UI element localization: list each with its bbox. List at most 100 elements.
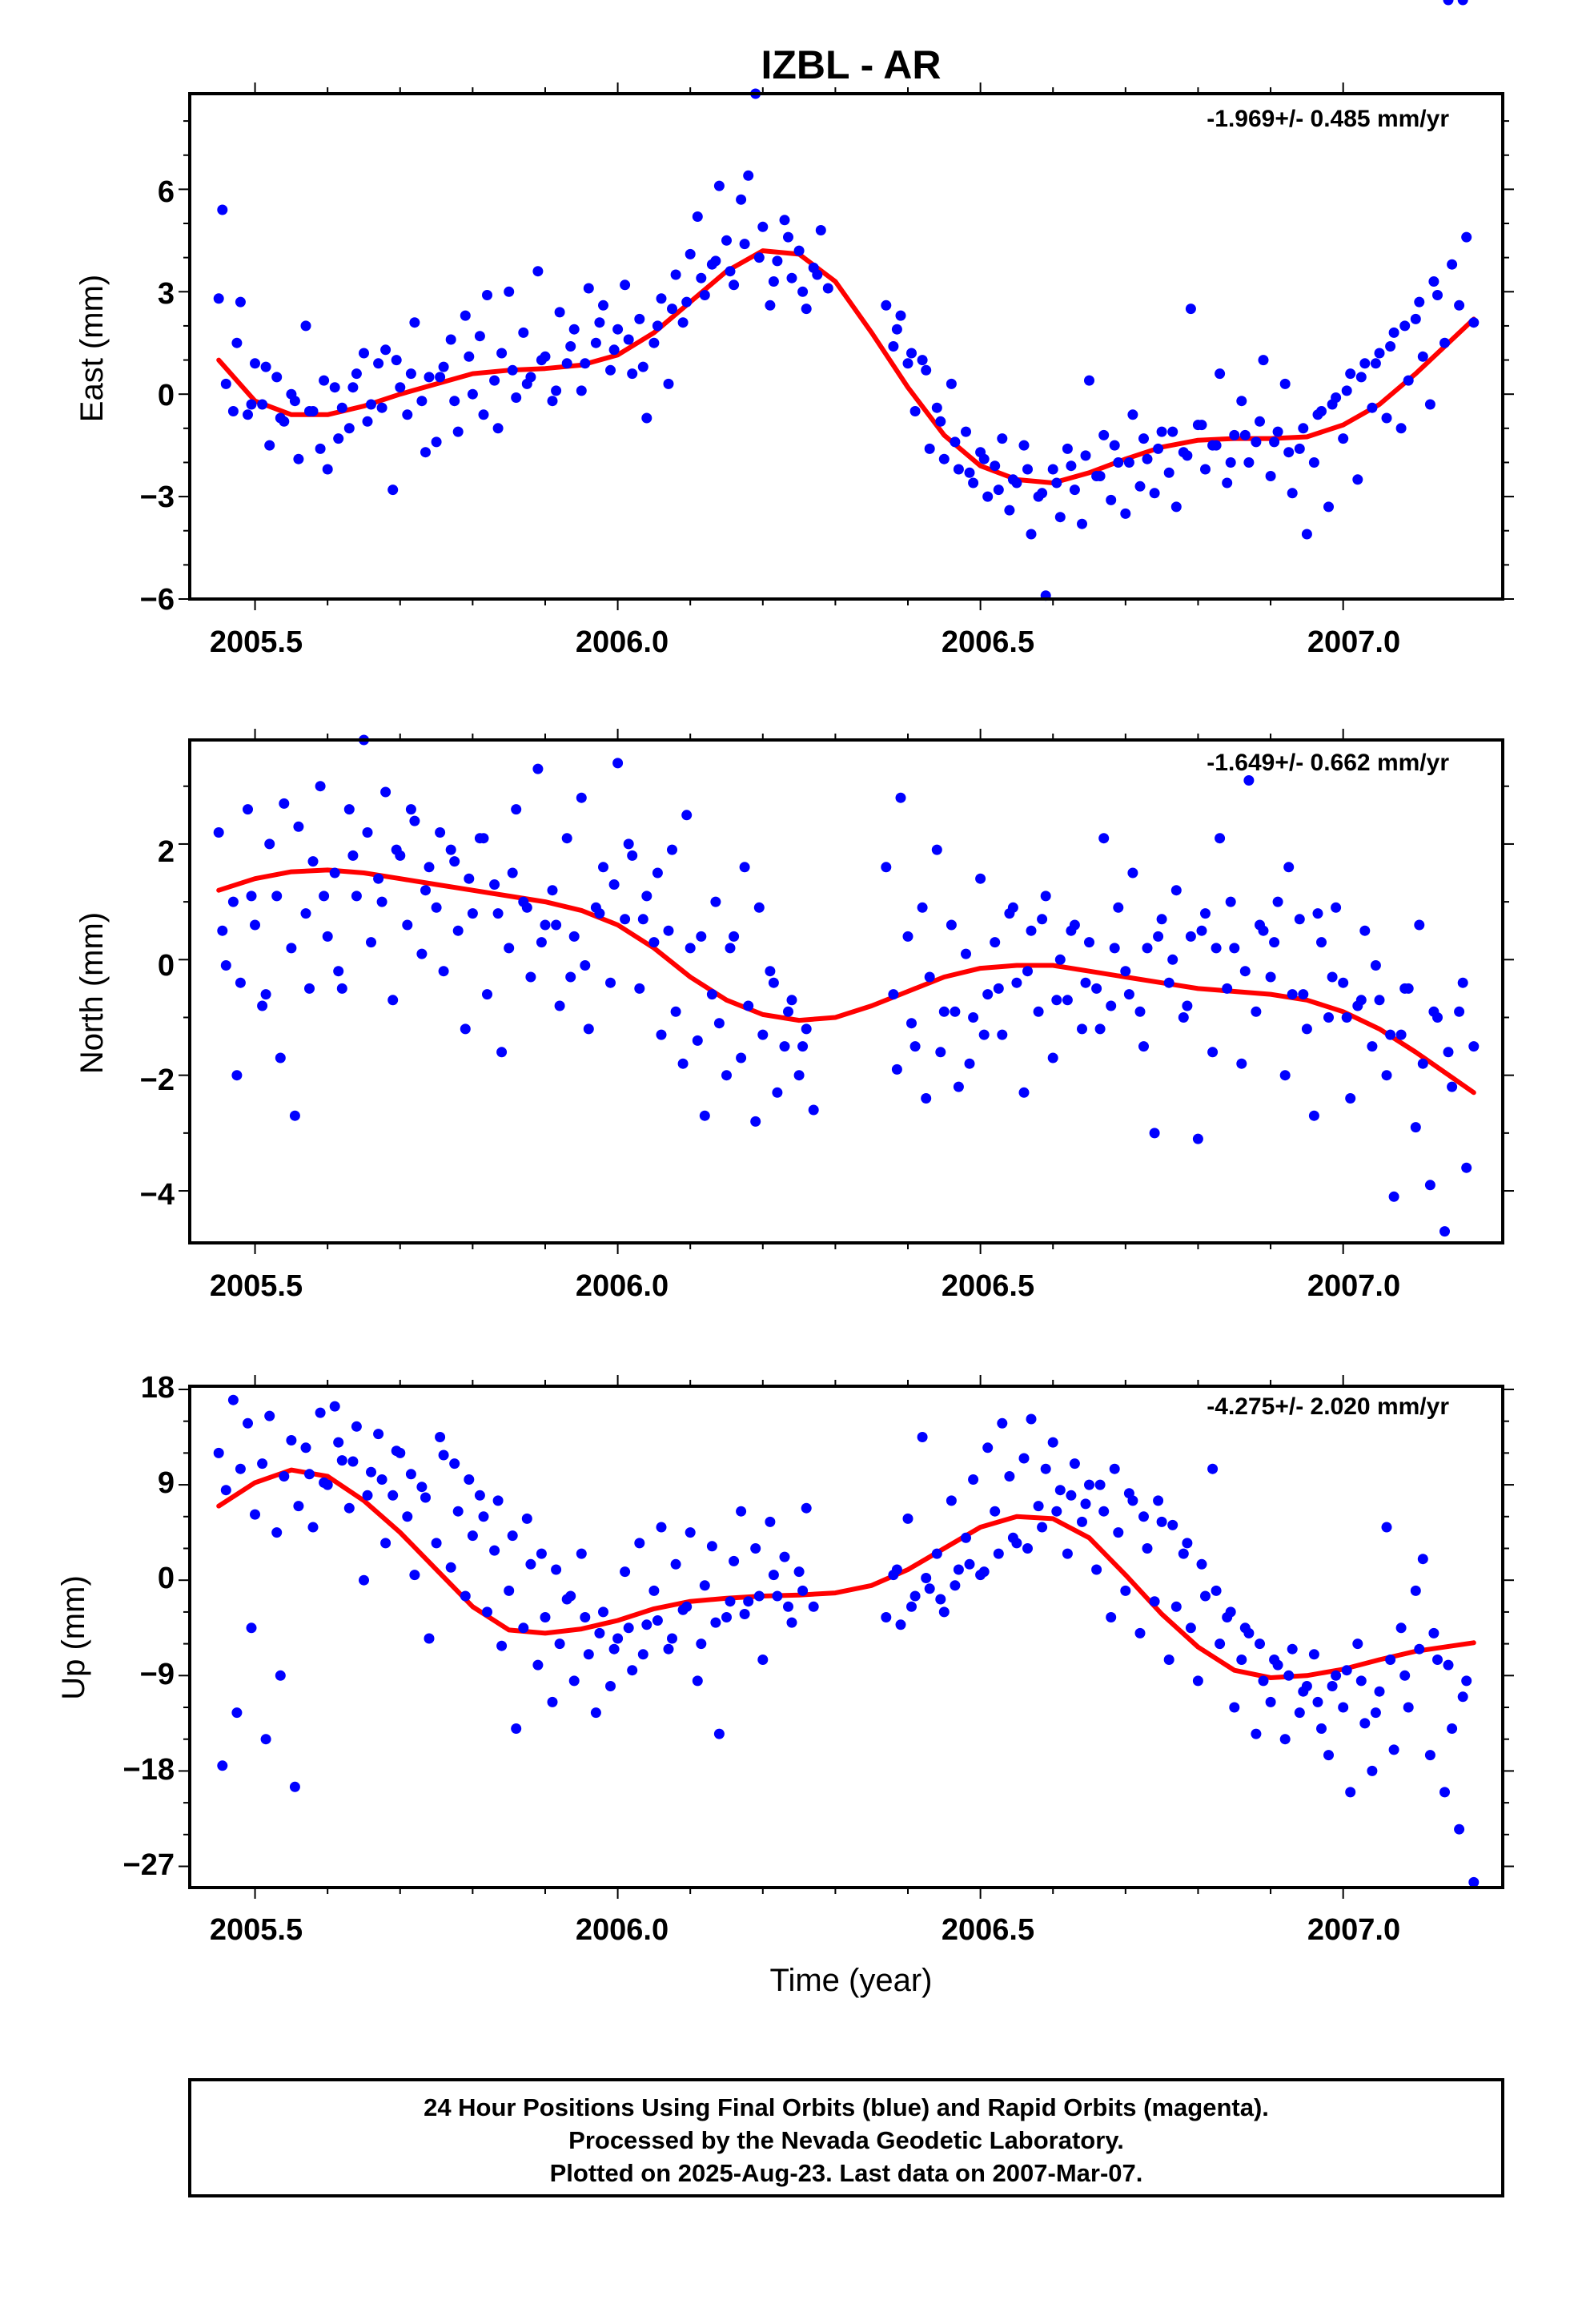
data-point bbox=[1098, 833, 1110, 844]
data-point bbox=[950, 1006, 961, 1017]
data-point bbox=[1142, 943, 1153, 954]
data-point bbox=[1004, 1471, 1015, 1482]
ytick-label: 18 bbox=[141, 1371, 175, 1405]
data-point bbox=[637, 1649, 648, 1660]
data-point bbox=[1011, 977, 1022, 988]
data-point bbox=[1283, 862, 1295, 873]
data-point bbox=[1037, 914, 1048, 925]
data-point bbox=[213, 827, 224, 838]
data-point bbox=[1185, 931, 1196, 942]
data-point bbox=[946, 919, 957, 931]
data-point bbox=[1069, 1458, 1080, 1470]
data-point bbox=[990, 937, 1001, 948]
x-axis-title: Time (year) bbox=[770, 1963, 933, 1998]
data-point bbox=[1308, 457, 1319, 468]
data-point bbox=[953, 1564, 964, 1575]
data-point bbox=[921, 1573, 932, 1583]
rate-label-north: -1.649+/- 0.662 mm/yr bbox=[1207, 750, 1449, 776]
data-point bbox=[445, 334, 456, 345]
data-point bbox=[1272, 426, 1283, 437]
data-point bbox=[648, 337, 660, 348]
fit-curve bbox=[216, 248, 1476, 485]
data-point bbox=[373, 358, 384, 369]
north-points-group bbox=[213, 734, 1480, 1237]
data-point bbox=[1106, 494, 1117, 505]
data-point bbox=[699, 290, 710, 300]
data-point bbox=[1454, 1823, 1465, 1835]
data-point bbox=[521, 378, 532, 389]
footer-line-1: 24 Hour Positions Using Final Orbits (bl… bbox=[424, 2093, 1269, 2121]
data-point bbox=[648, 1585, 660, 1596]
data-point bbox=[521, 902, 532, 913]
data-point bbox=[474, 1490, 485, 1501]
data-point bbox=[1018, 440, 1030, 451]
data-point bbox=[1182, 1000, 1193, 1011]
data-point bbox=[729, 1555, 740, 1566]
data-point bbox=[452, 1506, 464, 1517]
data-point bbox=[343, 423, 355, 434]
data-point bbox=[420, 1492, 431, 1503]
data-point bbox=[1403, 375, 1414, 386]
data-point bbox=[1258, 1675, 1269, 1687]
data-point bbox=[779, 1551, 790, 1562]
data-point bbox=[547, 1696, 558, 1707]
data-point bbox=[968, 477, 979, 489]
data-point bbox=[322, 464, 333, 475]
fit-curve bbox=[216, 1467, 1476, 1680]
data-point bbox=[220, 960, 231, 971]
data-point bbox=[1236, 396, 1247, 407]
data-point bbox=[300, 320, 311, 332]
fit-curve bbox=[216, 867, 1476, 1096]
data-point bbox=[246, 399, 257, 410]
data-point bbox=[1316, 1723, 1327, 1734]
data-point bbox=[1395, 423, 1407, 434]
data-point bbox=[786, 1617, 797, 1628]
data-point bbox=[772, 1087, 783, 1098]
data-point bbox=[1098, 429, 1110, 440]
data-point bbox=[319, 375, 330, 386]
data-point bbox=[1138, 1041, 1149, 1052]
data-point bbox=[783, 1601, 793, 1612]
data-point bbox=[808, 1104, 819, 1116]
data-point bbox=[1312, 409, 1323, 420]
data-point bbox=[333, 1437, 344, 1448]
data-point bbox=[1192, 1675, 1203, 1687]
data-point bbox=[924, 1583, 935, 1594]
data-point bbox=[605, 364, 616, 376]
data-point bbox=[402, 1511, 413, 1522]
data-point bbox=[1200, 464, 1211, 475]
data-point bbox=[246, 891, 257, 902]
data-point bbox=[1395, 1622, 1407, 1634]
data-point bbox=[1269, 1655, 1280, 1665]
data-point bbox=[1007, 474, 1018, 485]
data-point bbox=[351, 368, 362, 380]
data-point bbox=[1367, 402, 1378, 413]
data-point bbox=[725, 266, 736, 277]
data-point bbox=[362, 827, 373, 838]
data-point bbox=[692, 1675, 703, 1687]
data-point bbox=[583, 1649, 594, 1660]
data-point bbox=[1109, 440, 1120, 451]
data-point bbox=[460, 1590, 471, 1602]
data-point bbox=[1374, 995, 1385, 1006]
data-point bbox=[1399, 1670, 1411, 1681]
data-point bbox=[576, 792, 587, 803]
data-point bbox=[329, 1401, 340, 1412]
data-point bbox=[1142, 453, 1153, 464]
data-point bbox=[743, 1000, 754, 1011]
data-point bbox=[373, 1429, 384, 1440]
data-point bbox=[902, 1513, 913, 1524]
data-point bbox=[217, 204, 228, 215]
data-point bbox=[1239, 1622, 1251, 1634]
xtick-label: 2006.5 bbox=[942, 1269, 1034, 1303]
data-point bbox=[1094, 1479, 1106, 1490]
data-point bbox=[1298, 1686, 1309, 1697]
data-point bbox=[1215, 833, 1226, 844]
xtick-label: 2005.5 bbox=[210, 625, 303, 659]
data-point bbox=[300, 1442, 311, 1454]
data-point bbox=[551, 385, 562, 396]
data-point bbox=[1149, 1128, 1160, 1139]
data-point bbox=[568, 1675, 580, 1687]
data-point bbox=[1255, 1638, 1265, 1650]
data-point bbox=[1022, 966, 1033, 977]
